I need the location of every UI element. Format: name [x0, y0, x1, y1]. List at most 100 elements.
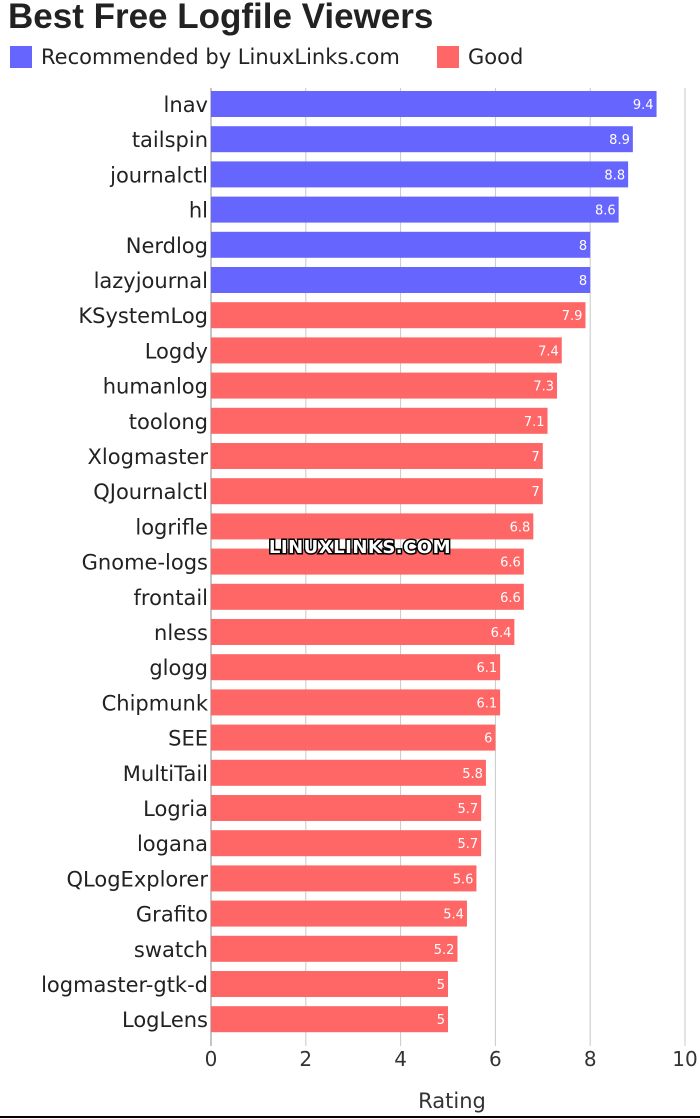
category-label: Gnome-logs [82, 551, 208, 575]
x-tick-label: 6 [489, 1047, 502, 1071]
bar-value-label: 5.2 [434, 943, 455, 958]
bar-value-label: 7.1 [524, 415, 545, 430]
x-tick-label: 10 [672, 1047, 697, 1071]
x-axis-ticks: 0 2 4 6 8 10 [205, 1047, 698, 1071]
bar [211, 795, 482, 821]
category-label: QLogExplorer [67, 867, 209, 891]
bars [211, 91, 657, 1033]
category-label: Grafito [136, 903, 208, 927]
bar-value-label: 6.6 [500, 591, 521, 606]
bar-value-label: 6.6 [500, 556, 521, 571]
category-label: KSystemLog [78, 304, 208, 328]
bar-value-label: 6.1 [476, 661, 497, 676]
bar [211, 91, 657, 117]
bar [211, 267, 591, 293]
bar [211, 1006, 448, 1033]
category-label: tailspin [132, 128, 208, 152]
bar [211, 513, 534, 540]
bar [211, 830, 482, 857]
legend-label-recommended: Recommended by LinuxLinks.com [41, 45, 400, 69]
x-tick-label: 0 [205, 1047, 218, 1071]
bar [211, 231, 591, 258]
bar-value-label: 8.8 [604, 168, 625, 183]
category-label: Xlogmaster [88, 445, 209, 469]
category-label: Logria [143, 797, 208, 821]
category-labels: lnav tailspin journalctl hl Nerdlog lazyjourn… [41, 93, 209, 1032]
category-label: nless [154, 621, 208, 645]
legend-swatch-recommended [10, 46, 32, 68]
x-tick-label: 4 [394, 1047, 407, 1071]
category-label: QJournalctl [93, 480, 208, 504]
bar [211, 196, 619, 223]
x-axis-title: Rating [418, 1089, 486, 1113]
category-label: LogLens [122, 1008, 208, 1032]
bar-value-label: 6 [484, 732, 492, 747]
bar [211, 372, 558, 399]
legend-swatch-good [437, 46, 459, 68]
category-label: frontail [134, 586, 209, 610]
category-label: lnav [164, 93, 208, 117]
bar-value-label: 6.4 [491, 626, 512, 641]
category-label: toolong [129, 410, 208, 434]
bar-value-label: 9.4 [633, 98, 654, 113]
bar-value-label: 7.3 [533, 380, 554, 395]
bar-value-label: 7.9 [562, 309, 583, 324]
bar [211, 407, 548, 434]
bar-value-label: 5.7 [457, 802, 478, 817]
category-label: glogg [149, 656, 208, 680]
bar [211, 971, 448, 997]
bar-value-label: 6.1 [476, 696, 497, 711]
x-tick-label: 2 [299, 1047, 312, 1071]
bar-value-label: 5.7 [457, 837, 478, 852]
legend-label-good: Good [468, 45, 523, 69]
bar-value-label: 7.4 [538, 344, 559, 359]
category-label: logmaster-gtk-d [41, 973, 208, 997]
bar [211, 126, 633, 153]
bar [211, 583, 524, 610]
bar-value-label: 7 [532, 450, 540, 465]
bar [211, 478, 543, 505]
bar-value-label: 5.4 [443, 908, 464, 923]
bar [211, 443, 543, 469]
x-tick-label: 8 [584, 1047, 597, 1071]
bar-value-label: 7 [532, 485, 540, 500]
bar-value-label: 5 [437, 1013, 445, 1028]
bar [211, 759, 486, 786]
category-label: lazyjournal [94, 269, 208, 293]
bar [211, 654, 501, 681]
bar-value-label: 8.6 [595, 204, 616, 219]
bar-value-label: 8 [579, 239, 587, 254]
legend: Recommended by LinuxLinks.com Good [10, 45, 523, 69]
bar-value-label: 8 [579, 274, 587, 289]
bar [211, 161, 629, 188]
category-label: hl [189, 199, 208, 223]
category-label: journalctl [109, 163, 208, 187]
bar-value-label: 8.9 [609, 133, 630, 148]
watermark: LINUXLINKS.COM [269, 537, 451, 558]
bar [211, 619, 515, 645]
category-label: Nerdlog [126, 234, 208, 258]
bar [211, 337, 562, 364]
category-label: humanlog [103, 375, 208, 399]
bar-value-label: 5.6 [453, 872, 474, 887]
bar [211, 724, 496, 751]
bar [211, 548, 524, 575]
bar [211, 302, 586, 329]
category-label: SEE [168, 727, 208, 751]
category-label: Chipmunk [102, 691, 209, 715]
bar [211, 865, 477, 892]
bar-value-label: 5 [437, 978, 445, 993]
bar [211, 935, 458, 962]
bar [211, 689, 501, 716]
category-label: Logdy [145, 339, 208, 363]
category-label: logrifle [135, 515, 208, 539]
bar-value-label: 6.8 [510, 520, 531, 535]
bar-value-label: 5.8 [462, 767, 483, 782]
value-labels: 9.4 8.9 8.8 8.6 8 8 7.9 7.4 7.3 7.1 7 7 6.8 6.6 6.6 6.4… [434, 98, 654, 1028]
category-label: swatch [134, 938, 208, 962]
category-label: logana [137, 832, 208, 856]
category-label: MultiTail [123, 762, 208, 786]
chart-title: Best Free Logfile Viewers [8, 0, 433, 36]
bar [211, 900, 467, 927]
